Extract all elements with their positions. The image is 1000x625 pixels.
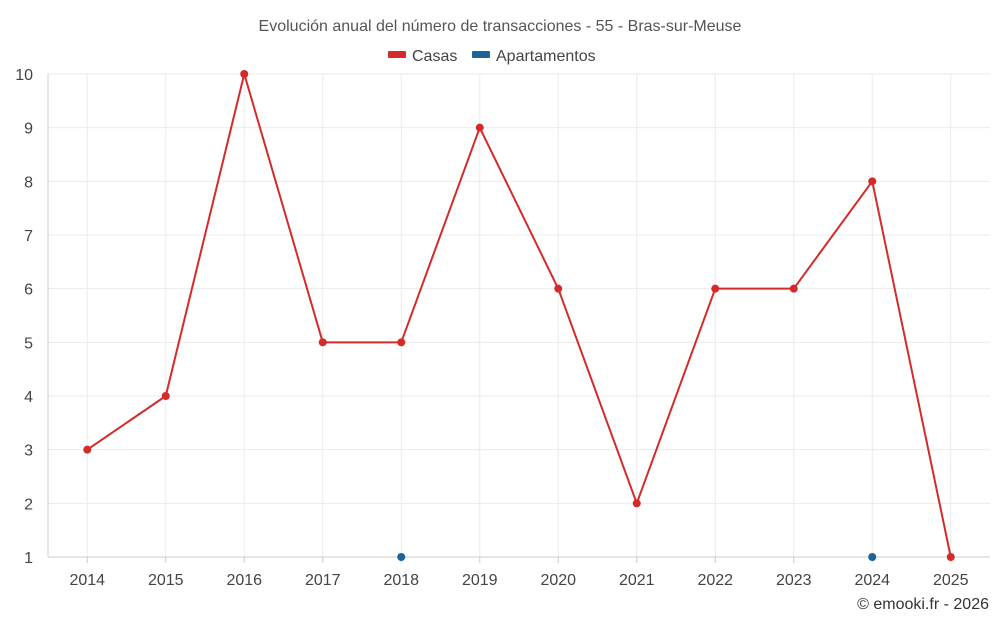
x-tick-label: 2017	[305, 572, 341, 589]
data-point-casas[interactable]	[318, 338, 327, 347]
data-point-casas[interactable]	[711, 284, 720, 293]
x-tick-label: 2016	[226, 572, 262, 589]
data-point-apartamentos[interactable]	[397, 553, 406, 561]
x-tick-label: 2021	[619, 572, 655, 589]
data-point-casas[interactable]	[83, 445, 92, 454]
credit-text: © emooki.fr - 2026	[857, 596, 989, 613]
x-tick-label: 2024	[854, 572, 890, 589]
legend-swatch-apartamentos	[472, 51, 490, 58]
series-layer	[83, 70, 955, 561]
x-tick-label: 2015	[148, 572, 184, 589]
x-tick-label: 2023	[776, 572, 812, 589]
y-tick-label: 6	[24, 282, 33, 299]
x-tick-label: 2020	[540, 572, 576, 589]
x-tick-label: 2022	[697, 572, 733, 589]
x-tick-label: 2025	[933, 572, 969, 589]
data-point-casas[interactable]	[161, 392, 170, 400]
legend-item-casas[interactable]: Casas	[388, 48, 457, 65]
y-tick-label: 7	[24, 228, 33, 245]
y-tick-label: 5	[24, 335, 33, 352]
x-tick-label: 2019	[462, 572, 498, 589]
data-point-casas[interactable]	[554, 284, 563, 293]
data-point-casas[interactable]	[789, 284, 798, 293]
x-tick-label: 2018	[383, 572, 419, 589]
chart-title: Evolución anual del número de transaccio…	[259, 18, 742, 35]
y-tick-label: 10	[15, 67, 33, 84]
data-point-casas[interactable]	[240, 70, 249, 78]
y-tick-label: 9	[24, 121, 33, 138]
legend: Casas Apartamentos	[388, 48, 596, 65]
y-tick-label: 8	[24, 174, 33, 191]
y-tick-label: 2	[24, 496, 33, 513]
data-point-casas[interactable]	[632, 499, 641, 508]
data-point-casas[interactable]	[475, 123, 484, 132]
data-point-casas[interactable]	[397, 338, 406, 347]
data-point-casas[interactable]	[868, 177, 877, 186]
data-point-apartamentos[interactable]	[868, 553, 877, 561]
legend-item-apartamentos[interactable]: Apartamentos	[472, 48, 596, 65]
legend-label-casas: Casas	[412, 48, 457, 65]
grid	[48, 73, 990, 557]
y-tick-label: 4	[24, 389, 33, 406]
data-point-casas[interactable]	[946, 553, 955, 561]
y-tick-label: 1	[24, 550, 33, 567]
x-tick-label: 2014	[69, 572, 105, 589]
legend-swatch-casas	[388, 51, 406, 58]
axes: 1 2 3 4 5 6 7 8 9 10 2014 2015 2016 2017 2018 2019 2020 2…	[15, 67, 990, 589]
legend-label-apartamentos: Apartamentos	[496, 48, 596, 65]
y-tick-label: 3	[24, 443, 33, 460]
series-line-casas	[86, 73, 952, 558]
